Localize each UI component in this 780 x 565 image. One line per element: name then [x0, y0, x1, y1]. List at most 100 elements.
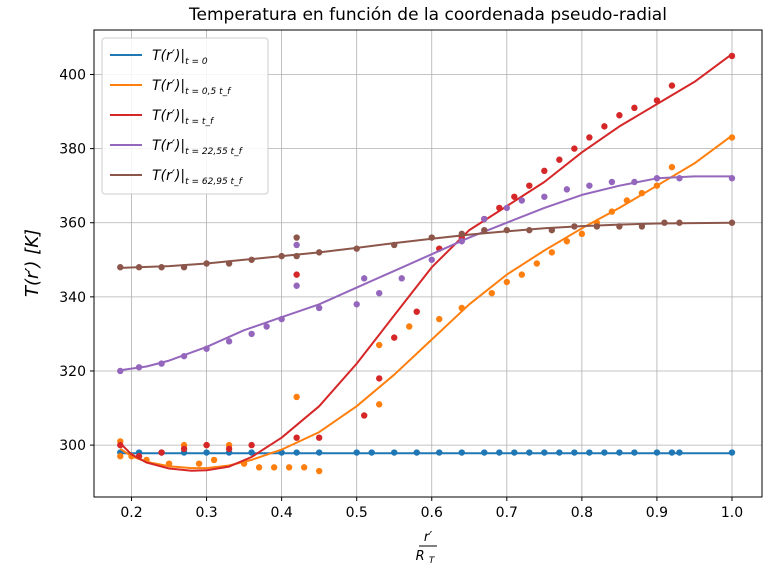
legend-item-3: T(r′)|t = 22,55 t_f — [110, 138, 244, 157]
legend-box — [101, 37, 269, 195]
data-point — [481, 215, 488, 223]
data-point — [548, 249, 556, 256]
data-point — [481, 226, 488, 234]
svg-text:R T: R T — [416, 549, 436, 565]
data-point — [300, 464, 308, 471]
x-tick-label: 0.4 — [271, 505, 293, 521]
x-axis-label: r′ R T — [416, 530, 437, 565]
series-layer — [117, 52, 736, 475]
x-tick-label: 0.6 — [421, 505, 443, 521]
data-point — [571, 145, 578, 152]
legend-item-2: T(r′)|t = t_f — [110, 108, 215, 127]
data-point — [668, 163, 676, 171]
data-point — [361, 275, 368, 282]
data-point — [391, 334, 398, 341]
data-point — [210, 456, 218, 464]
axes: 0.2 0.3 0.4 0.5 0.6 0.7 0.8 0.9 1.0 300 320 340 360 3… — [59, 67, 743, 521]
data-point — [398, 275, 405, 282]
data-point — [376, 289, 383, 297]
legend-label: T(r′)|t = 0 — [152, 48, 208, 67]
data-point — [503, 204, 511, 212]
data-point — [503, 278, 511, 286]
data-point — [263, 323, 270, 330]
data-point — [315, 434, 323, 441]
series-2 — [117, 52, 736, 472]
data-point — [563, 186, 571, 193]
data-point — [428, 256, 435, 263]
data-point — [376, 401, 383, 408]
data-point — [518, 271, 526, 278]
legend-label: T(r′)|t = 0,5 t_f — [152, 78, 232, 97]
legend-item-0: T(r′)|t = 0 — [110, 48, 208, 67]
series-4 — [117, 219, 736, 271]
data-point — [488, 289, 495, 297]
legend-item-1: T(r′)|t = 0,5 t_f — [110, 78, 232, 97]
grid — [94, 30, 762, 497]
x-tick-label: 0.8 — [571, 505, 593, 521]
x-axis-label-numerator: r′ — [424, 530, 432, 545]
data-point — [556, 156, 563, 163]
data-point — [601, 123, 608, 130]
data-point — [361, 412, 368, 419]
data-point — [578, 230, 586, 238]
data-point — [518, 197, 526, 204]
data-point — [270, 464, 278, 471]
data-point — [195, 460, 203, 467]
x-tick-label: 0.7 — [496, 505, 518, 521]
data-point — [406, 323, 413, 330]
y-tick-label: 380 — [59, 142, 86, 158]
x-tick-label: 0.5 — [346, 505, 368, 521]
data-point — [293, 271, 300, 278]
data-point — [293, 282, 300, 289]
data-point — [631, 104, 638, 112]
data-point — [586, 182, 593, 189]
data-point — [117, 453, 124, 460]
data-point — [180, 445, 188, 453]
chart-title: Temperatura en función de la coordenada … — [188, 5, 667, 25]
legend-label: T(r′)|t = 62,95 t_f — [152, 168, 244, 187]
data-point — [563, 238, 571, 245]
legend-item-4: T(r′)|t = 62,95 t_f — [110, 168, 244, 187]
data-point — [376, 341, 383, 349]
data-point — [285, 464, 293, 471]
legend-label: T(r′)|t = 22,55 t_f — [152, 138, 244, 157]
data-point — [616, 112, 623, 119]
y-tick-label: 360 — [59, 216, 86, 232]
x-tick-label: 1.0 — [721, 505, 743, 521]
series-line — [119, 53, 733, 472]
data-point — [293, 234, 300, 241]
data-point — [117, 367, 124, 375]
data-point — [608, 178, 616, 186]
data-point — [203, 441, 210, 449]
y-tick-label: 300 — [59, 438, 86, 454]
data-point — [255, 464, 263, 471]
data-point — [668, 82, 676, 89]
data-point — [376, 375, 383, 382]
data-point — [158, 449, 165, 456]
data-point — [225, 338, 233, 345]
data-point — [353, 301, 360, 308]
data-point — [541, 167, 548, 175]
data-point — [436, 315, 443, 323]
data-point — [533, 260, 541, 267]
series-line — [120, 175, 732, 372]
data-point — [293, 393, 300, 401]
series-line — [119, 134, 733, 470]
series-3 — [117, 175, 736, 375]
y-tick-label: 320 — [59, 364, 86, 380]
data-point — [511, 193, 518, 200]
x-axis-label-denominator: R — [416, 549, 425, 564]
plot-frame — [93, 29, 763, 498]
data-point — [293, 434, 300, 441]
x-tick-label: 0.3 — [195, 505, 217, 521]
y-tick-label: 400 — [59, 67, 86, 83]
x-tick-label: 0.9 — [646, 505, 668, 521]
series-line — [120, 221, 733, 269]
x-tick-label: 0.2 — [120, 505, 142, 521]
y-tick-label: 340 — [59, 290, 86, 306]
legend-label: T(r′)|t = t_f — [152, 108, 215, 127]
data-point — [248, 330, 255, 338]
data-point — [293, 241, 300, 249]
data-point — [541, 193, 548, 200]
